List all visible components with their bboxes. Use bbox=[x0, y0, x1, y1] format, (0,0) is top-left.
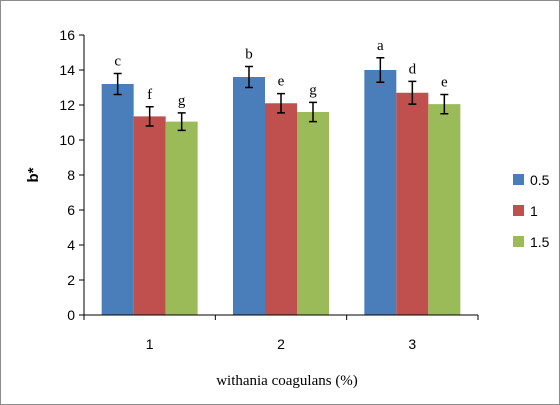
y-tick-label: 6 bbox=[67, 202, 75, 218]
significance-label: b bbox=[245, 47, 253, 63]
x-tick-label: 1 bbox=[146, 336, 154, 352]
bar bbox=[101, 84, 134, 315]
significance-label: a bbox=[377, 38, 384, 54]
y-tick-label: 16 bbox=[59, 27, 75, 43]
x-tick-label: 2 bbox=[277, 336, 285, 352]
bar bbox=[165, 121, 198, 315]
y-tick-label: 12 bbox=[59, 97, 75, 113]
y-tick-label: 2 bbox=[67, 272, 75, 288]
bar bbox=[364, 70, 397, 315]
x-tick-label: 3 bbox=[408, 336, 416, 352]
significance-label: e bbox=[441, 75, 448, 91]
significance-label: g bbox=[309, 82, 317, 98]
bar bbox=[396, 92, 429, 315]
legend-label: 0.5 bbox=[530, 172, 550, 188]
significance-label: d bbox=[409, 61, 417, 77]
y-tick-label: 8 bbox=[67, 167, 75, 183]
bar bbox=[265, 103, 297, 315]
bars bbox=[101, 70, 461, 315]
error-bars bbox=[113, 57, 449, 132]
x-axis-ticks: 1 2 3 bbox=[83, 315, 479, 352]
significance-label: e bbox=[278, 74, 285, 90]
legend: 0.5 1 1.5 bbox=[513, 172, 550, 250]
legend-label: 1 bbox=[530, 203, 538, 219]
bar bbox=[297, 112, 329, 315]
significance-label: c bbox=[114, 54, 121, 70]
x-axis-label: withania coagulans (%) bbox=[216, 373, 358, 389]
y-axis-label: b* bbox=[25, 167, 42, 182]
bar bbox=[133, 116, 166, 315]
significance-labels: c b a f e d g g e bbox=[114, 38, 448, 109]
y-tick-label: 0 bbox=[67, 307, 75, 323]
legend-swatch bbox=[513, 236, 524, 247]
y-tick-label: 10 bbox=[59, 132, 75, 148]
significance-label: f bbox=[147, 87, 152, 103]
significance-label: g bbox=[178, 93, 186, 109]
legend-label: 1.5 bbox=[530, 234, 550, 250]
legend-swatch bbox=[513, 174, 524, 185]
y-axis-ticks: 0 2 4 6 8 10 12 14 16 bbox=[59, 27, 84, 323]
bar bbox=[233, 77, 265, 315]
legend-swatch bbox=[513, 205, 524, 216]
y-tick-label: 14 bbox=[59, 62, 75, 78]
bar bbox=[428, 104, 461, 315]
y-tick-label: 4 bbox=[67, 237, 75, 253]
